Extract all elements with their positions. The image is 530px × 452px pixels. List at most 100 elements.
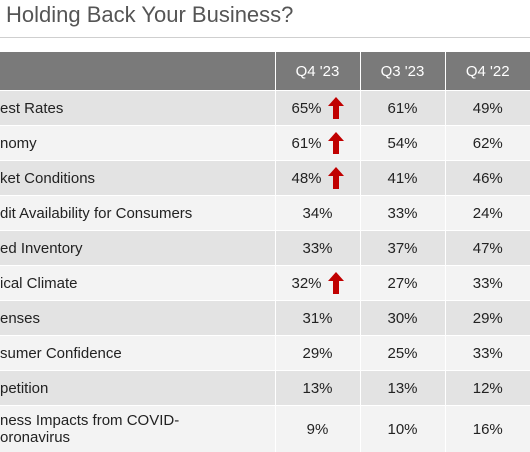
results-table: Q4 '23 Q3 '23 Q4 '22 est Rates 65% 61% 49% n…: [0, 52, 530, 452]
value-text: 13%: [387, 380, 417, 397]
value-cell: 29%: [275, 336, 360, 371]
value-cell: 37%: [360, 231, 445, 266]
value-wrap: 24%: [473, 205, 503, 222]
value-cell: 25%: [360, 336, 445, 371]
row-label-cell: ical Climate: [0, 266, 275, 301]
up-arrow-icon: [328, 132, 344, 154]
row-label: nomy: [0, 135, 275, 152]
row-label-cell: nomy: [0, 126, 275, 161]
value-text: 61%: [291, 135, 321, 152]
value-cell: 13%: [360, 371, 445, 406]
value-cell: 24%: [445, 196, 530, 231]
value-text: 13%: [302, 380, 332, 397]
table-row: ness Impacts from COVID- oronavirus 9% 10%…: [0, 406, 530, 452]
value-cell: 47%: [445, 231, 530, 266]
value-cell: 33%: [445, 336, 530, 371]
value-cell: 32%: [275, 266, 360, 301]
value-wrap: 46%: [473, 170, 503, 187]
value-wrap: 61%: [291, 132, 343, 154]
table-row: petition 13% 13% 12%: [0, 371, 530, 406]
value-wrap: 12%: [473, 380, 503, 397]
row-label: petition: [0, 380, 275, 397]
value-wrap: 32%: [291, 272, 343, 294]
row-label: ed Inventory: [0, 240, 275, 257]
value-cell: 34%: [275, 196, 360, 231]
value-text: 29%: [302, 345, 332, 362]
up-arrow-icon: [328, 97, 344, 119]
value-text: 29%: [473, 310, 503, 327]
value-wrap: 65%: [291, 97, 343, 119]
value-text: 37%: [387, 240, 417, 257]
value-wrap: 16%: [473, 421, 503, 438]
value-text: 12%: [473, 380, 503, 397]
value-cell: 12%: [445, 371, 530, 406]
value-text: 27%: [387, 275, 417, 292]
value-wrap: 10%: [387, 421, 417, 438]
value-cell: 62%: [445, 126, 530, 161]
value-text: 32%: [291, 275, 321, 292]
value-text: 65%: [291, 100, 321, 117]
title-divider: [0, 37, 530, 38]
row-label: est Rates: [0, 100, 275, 117]
value-wrap: 49%: [473, 100, 503, 117]
value-cell: 30%: [360, 301, 445, 336]
value-text: 31%: [302, 310, 332, 327]
value-text: 9%: [307, 421, 329, 438]
value-cell: 33%: [360, 196, 445, 231]
up-arrow-icon: [328, 272, 344, 294]
value-cell: 61%: [275, 126, 360, 161]
value-cell: 10%: [360, 406, 445, 452]
value-cell: 49%: [445, 91, 530, 126]
table-header-row: Q4 '23 Q3 '23 Q4 '22: [0, 52, 530, 91]
value-wrap: 31%: [302, 310, 332, 327]
value-text: 48%: [291, 170, 321, 187]
value-wrap: 29%: [302, 345, 332, 362]
value-cell: 27%: [360, 266, 445, 301]
header-q4-22: Q4 '22: [445, 52, 530, 91]
value-cell: 29%: [445, 301, 530, 336]
value-text: 33%: [302, 240, 332, 257]
value-cell: 46%: [445, 161, 530, 196]
value-text: 24%: [473, 205, 503, 222]
value-cell: 13%: [275, 371, 360, 406]
value-wrap: 33%: [387, 205, 417, 222]
value-wrap: 48%: [291, 167, 343, 189]
value-cell: 65%: [275, 91, 360, 126]
value-text: 16%: [473, 421, 503, 438]
up-arrow-icon: [328, 167, 344, 189]
row-label-cell: dit Availability for Consumers: [0, 196, 275, 231]
value-wrap: 13%: [387, 380, 417, 397]
table-row: ical Climate 32% 27% 33%: [0, 266, 530, 301]
value-cell: 33%: [445, 266, 530, 301]
value-wrap: 37%: [387, 240, 417, 257]
row-label: enses: [0, 310, 275, 327]
value-text: 33%: [473, 275, 503, 292]
value-text: 25%: [387, 345, 417, 362]
value-text: 41%: [387, 170, 417, 187]
row-label-cell: est Rates: [0, 91, 275, 126]
value-text: 33%: [473, 345, 503, 362]
value-wrap: 9%: [307, 421, 329, 438]
table-row: ed Inventory 33% 37% 47%: [0, 231, 530, 266]
value-cell: 9%: [275, 406, 360, 452]
table-row: ket Conditions 48% 41% 46%: [0, 161, 530, 196]
table-row: sumer Confidence 29% 25% 33%: [0, 336, 530, 371]
row-label-cell: ness Impacts from COVID- oronavirus: [0, 406, 275, 452]
value-cell: 16%: [445, 406, 530, 452]
row-label-cell: ed Inventory: [0, 231, 275, 266]
value-text: 49%: [473, 100, 503, 117]
page-title: Holding Back Your Business?: [6, 2, 293, 28]
row-label: ket Conditions: [0, 170, 275, 187]
row-label: sumer Confidence: [0, 345, 275, 362]
value-cell: 48%: [275, 161, 360, 196]
header-category: [0, 52, 275, 91]
value-text: 30%: [387, 310, 417, 327]
value-wrap: 54%: [387, 135, 417, 152]
value-wrap: 30%: [387, 310, 417, 327]
value-wrap: 33%: [473, 275, 503, 292]
value-text: 46%: [473, 170, 503, 187]
table-row: enses 31% 30% 29%: [0, 301, 530, 336]
table-row: nomy 61% 54% 62%: [0, 126, 530, 161]
